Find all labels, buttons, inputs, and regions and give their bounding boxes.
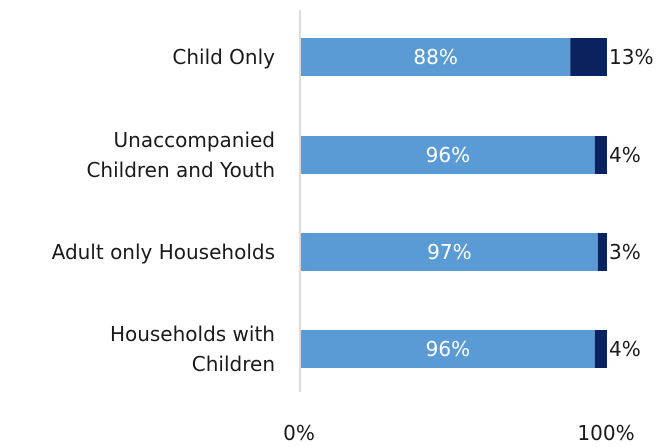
bar-segment [301,233,598,271]
labels-group: Child Only 88% 13% Unaccompanied Children an… [52,45,654,376]
data-label: 97% [427,240,471,264]
data-label: 96% [426,337,470,361]
data-label: 3% [609,240,641,264]
category-label: Child Only [172,45,275,69]
data-label: 4% [609,337,641,361]
data-label: 13% [609,45,653,69]
bar-segment [594,330,607,368]
category-label: Adult only Households [52,240,275,264]
bar-segment [301,38,571,76]
bar-segment [301,330,595,368]
bar-segment [597,233,607,271]
bars-group [301,38,607,368]
x-tick-label: 0% [283,421,315,445]
data-label: 88% [413,45,457,69]
data-label: 4% [609,143,641,167]
bar-segment [301,136,595,174]
category-label: Unaccompanied Children and Youth [86,128,275,182]
category-label: Households with Children [110,322,275,376]
data-label: 96% [426,143,470,167]
bar-segment [570,38,607,76]
x-tick-label: 100% [577,421,634,445]
bar-segment [594,136,607,174]
